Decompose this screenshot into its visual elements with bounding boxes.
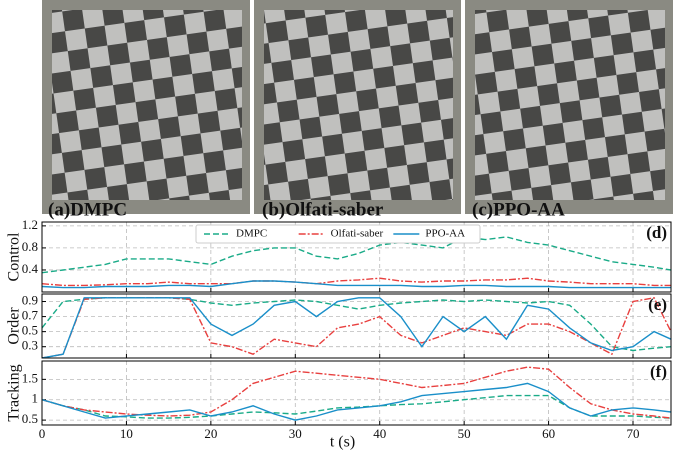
legend-box (195, 224, 481, 244)
photo-c (465, 0, 673, 214)
x-tick-label: 0 (39, 426, 46, 441)
panel-label: (c)PPO-AA (472, 199, 565, 220)
annotation: (e) (648, 295, 667, 314)
y-tick-label: 0.5 (22, 323, 38, 338)
y-tick-label: 1.2 (22, 217, 38, 232)
y-tick-label: 0.9 (22, 293, 38, 308)
legend-label: DMPC (236, 228, 267, 240)
panel-label: (b)Olfati-saber (262, 199, 384, 220)
panel-label: (a)DMPC (48, 199, 127, 220)
axes-border (41, 360, 672, 426)
y-tick-label: 1.5 (22, 370, 38, 385)
x-tick-label: 50 (458, 426, 471, 441)
y-axis-label: Control (6, 232, 23, 281)
x-tick-label: 20 (204, 426, 217, 441)
series-line (42, 382, 671, 421)
x-axis-label: t (s) (330, 434, 355, 451)
plot-frame (42, 294, 671, 358)
y-axis-label: Order (6, 307, 23, 345)
axes-border (41, 293, 672, 359)
legend-label: PPO-AA (425, 228, 465, 240)
y-tick-label: 0.5 (22, 411, 38, 426)
y-tick-label: 0.3 (22, 338, 38, 353)
x-tick-label: 60 (542, 426, 555, 441)
x-tick-label: 40 (373, 426, 386, 441)
x-tick-label: 70 (627, 426, 640, 441)
y-axis-label: Tracking (6, 364, 23, 421)
series-line (42, 366, 671, 419)
series-line (42, 277, 671, 287)
series-line (42, 297, 671, 358)
axes-border (41, 221, 672, 293)
photo-a (42, 0, 250, 214)
series-line (42, 280, 671, 289)
y-tick-label: 1 (32, 391, 39, 406)
series-line (42, 236, 671, 274)
annotation: (f) (650, 362, 667, 381)
legend-label: Olfati-saber (331, 228, 384, 240)
y-tick-label: 0.8 (22, 239, 38, 254)
y-tick-label: 0.7 (22, 308, 39, 323)
y-tick-label: 0.4 (22, 261, 39, 276)
photo-b (254, 0, 461, 214)
x-tick-label: 10 (120, 426, 133, 441)
annotation: (d) (646, 223, 667, 242)
x-tick-label: 30 (289, 426, 302, 441)
